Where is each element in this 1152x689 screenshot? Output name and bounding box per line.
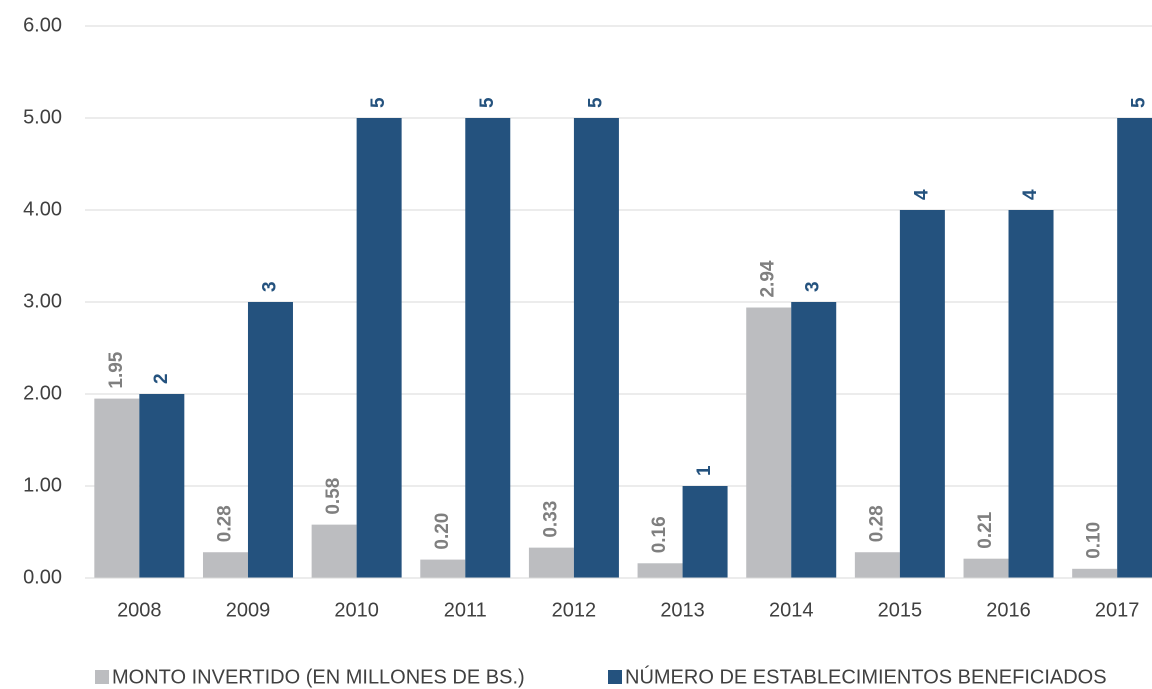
- data-label: 0.21: [975, 511, 996, 548]
- x-tick-label: 2017: [1095, 599, 1140, 621]
- data-label: 2.94: [758, 260, 779, 297]
- y-tick-label: 4.00: [23, 198, 62, 220]
- x-tick-label: 2009: [226, 599, 271, 621]
- data-label: 3: [803, 281, 824, 292]
- bar: [94, 398, 140, 578]
- bar: [637, 563, 683, 578]
- bar: [465, 118, 511, 578]
- bar: [682, 486, 728, 578]
- data-label: 0.58: [323, 478, 344, 515]
- y-tick-label: 3.00: [23, 290, 62, 312]
- legend-label: NÚMERO DE ESTABLECIMIENTOS BENEFICIADOS: [625, 665, 1107, 688]
- legend-swatch: [608, 670, 622, 684]
- x-tick-label: 2015: [878, 599, 923, 621]
- legend-label: MONTO INVERTIDO (EN MILLONES DE BS.): [112, 666, 525, 688]
- y-tick-label: 6.00: [23, 14, 62, 36]
- y-tick-label: 0.00: [23, 566, 62, 588]
- data-label: 3: [259, 281, 280, 292]
- bar: [1072, 568, 1118, 578]
- data-label: 5: [585, 97, 606, 108]
- data-label: 4: [1020, 189, 1041, 200]
- data-label: 5: [1129, 97, 1150, 108]
- bar: [746, 307, 792, 578]
- x-tick-label: 2012: [552, 599, 597, 621]
- y-tick-label: 1.00: [23, 474, 62, 496]
- x-tick-label: 2008: [117, 599, 162, 621]
- bar: [1117, 118, 1152, 578]
- bar: [247, 302, 293, 578]
- data-label: 0.10: [1084, 522, 1105, 559]
- x-tick-label: 2013: [660, 599, 705, 621]
- data-label: 0.28: [866, 505, 887, 542]
- bar: [139, 394, 185, 578]
- legend-swatch: [95, 670, 109, 684]
- data-label: 4: [911, 189, 932, 200]
- bar: [963, 558, 1009, 578]
- data-label: 0.16: [649, 516, 670, 553]
- y-tick-label: 5.00: [23, 106, 62, 128]
- bar: [311, 524, 357, 578]
- x-tick-label: 2010: [334, 599, 379, 621]
- x-tick-label: 2014: [769, 599, 814, 621]
- bar: [420, 559, 466, 578]
- bar: [791, 302, 837, 578]
- bar: [202, 552, 248, 578]
- bar: [899, 210, 945, 578]
- bar: [1008, 210, 1054, 578]
- data-label: 1.95: [106, 351, 127, 388]
- bar: [528, 547, 574, 578]
- bar: [854, 552, 900, 578]
- data-label: 0.33: [540, 501, 561, 538]
- y-tick-label: 2.00: [23, 382, 62, 404]
- data-label: 5: [477, 97, 498, 108]
- data-label: 2: [151, 373, 172, 384]
- x-tick-label: 2011: [444, 599, 487, 621]
- bar: [356, 118, 402, 578]
- data-label: 0.20: [432, 513, 453, 550]
- data-label: 1: [694, 465, 715, 476]
- data-label: 5: [368, 97, 389, 108]
- data-label: 0.28: [214, 505, 235, 542]
- x-tick-label: 2016: [986, 599, 1031, 621]
- bar: [573, 118, 619, 578]
